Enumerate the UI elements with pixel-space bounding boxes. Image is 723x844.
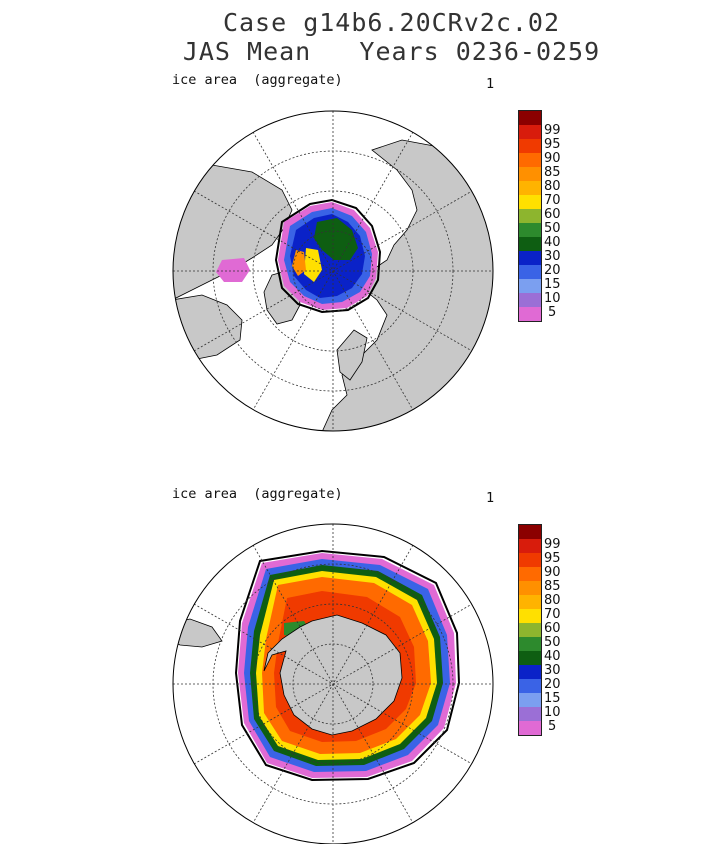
colorbar-cell: [519, 707, 541, 721]
north-ice-edge-line: [274, 198, 382, 314]
colorbar-tick-label: 10: [544, 291, 561, 306]
colorbar-tick-label: 80: [544, 179, 561, 194]
scandinavia: [336, 329, 368, 381]
colorbar-tick-label: 85: [544, 165, 561, 180]
colorbar-cell: [519, 139, 541, 153]
colorbar-tick-label: 10: [544, 705, 561, 720]
colorbar-cell: [519, 167, 541, 181]
colorbar-cell: [519, 553, 541, 567]
north-colorbar: [518, 110, 542, 322]
colorbar-tick-label: 95: [544, 551, 561, 566]
north-ice-40: [314, 218, 358, 260]
colorbar-cell: [519, 539, 541, 553]
colorbar-cell: [519, 307, 541, 321]
colorbar-cell: [519, 679, 541, 693]
colorbar-cell: [519, 181, 541, 195]
colorbar-cell: [519, 525, 541, 539]
colorbar-tick-label: 90: [544, 151, 561, 166]
colorbar-tick-label: 60: [544, 621, 561, 636]
north-polar-map: [172, 110, 494, 432]
colorbar-cell: [519, 209, 541, 223]
colorbar-tick-label: 99: [544, 537, 561, 552]
north-unit-marker: 1: [486, 76, 495, 92]
colorbar-cell: [519, 237, 541, 251]
south-colorbar: [518, 524, 542, 736]
colorbar-cell: [519, 251, 541, 265]
colorbar-tick-label: 99: [544, 123, 561, 138]
colorbar-cell: [519, 265, 541, 279]
colorbar-tick-label: 50: [544, 635, 561, 650]
colorbar-tick-label: 80: [544, 593, 561, 608]
colorbar-tick-label: 5: [548, 305, 557, 320]
colorbar-tick-label: 85: [544, 579, 561, 594]
colorbar-tick-label: 30: [544, 249, 561, 264]
colorbar-cell: [519, 111, 541, 125]
colorbar-tick-label: 50: [544, 221, 561, 236]
colorbar-cell: [519, 651, 541, 665]
south-polar-map: [172, 523, 494, 844]
colorbar-cell: [519, 567, 541, 581]
colorbar-cell: [519, 609, 541, 623]
north-ice-edge-patch: [216, 258, 250, 282]
colorbar-tick-label: 15: [544, 691, 561, 706]
colorbar-cell: [519, 125, 541, 139]
colorbar-tick-label: 70: [544, 193, 561, 208]
colorbar-cell: [519, 279, 541, 293]
colorbar-tick-label: 90: [544, 565, 561, 580]
colorbar-cell: [519, 293, 541, 307]
colorbar-cell: [519, 195, 541, 209]
north-america-landmass: [173, 164, 293, 301]
colorbar-cell: [519, 623, 541, 637]
colorbar-tick-label: 70: [544, 607, 561, 622]
colorbar-tick-label: 40: [544, 235, 561, 250]
south-unit-marker: 1: [486, 490, 495, 506]
colorbar-cell: [519, 595, 541, 609]
colorbar-tick-label: 20: [544, 263, 561, 278]
colorbar-tick-label: 20: [544, 677, 561, 692]
colorbar-cell: [519, 153, 541, 167]
case-title: Case g14b6.20CRv2c.02: [222, 8, 561, 37]
south-ice-edge-line: [234, 549, 461, 782]
colorbar-cell: [519, 223, 541, 237]
colorbar-cell: [519, 693, 541, 707]
colorbar-tick-label: 5: [548, 719, 557, 734]
north-ice-70: [304, 248, 322, 282]
colorbar-cell: [519, 721, 541, 735]
colorbar-tick-label: 30: [544, 663, 561, 678]
south-panel-label: ice area (aggregate): [172, 486, 343, 502]
colorbar-cell: [519, 581, 541, 595]
colorbar-cell: [519, 665, 541, 679]
south-graticule: [173, 524, 493, 844]
north-panel-label: ice area (aggregate): [172, 72, 343, 88]
north-graticule: [173, 111, 493, 431]
colorbar-tick-label: 60: [544, 207, 561, 222]
colorbar-cell: [519, 637, 541, 651]
colorbar-tick-label: 15: [544, 277, 561, 292]
colorbar-tick-label: 95: [544, 137, 561, 152]
colorbar-tick-label: 40: [544, 649, 561, 664]
period-title: JAS Mean Years 0236-0259: [182, 37, 601, 66]
